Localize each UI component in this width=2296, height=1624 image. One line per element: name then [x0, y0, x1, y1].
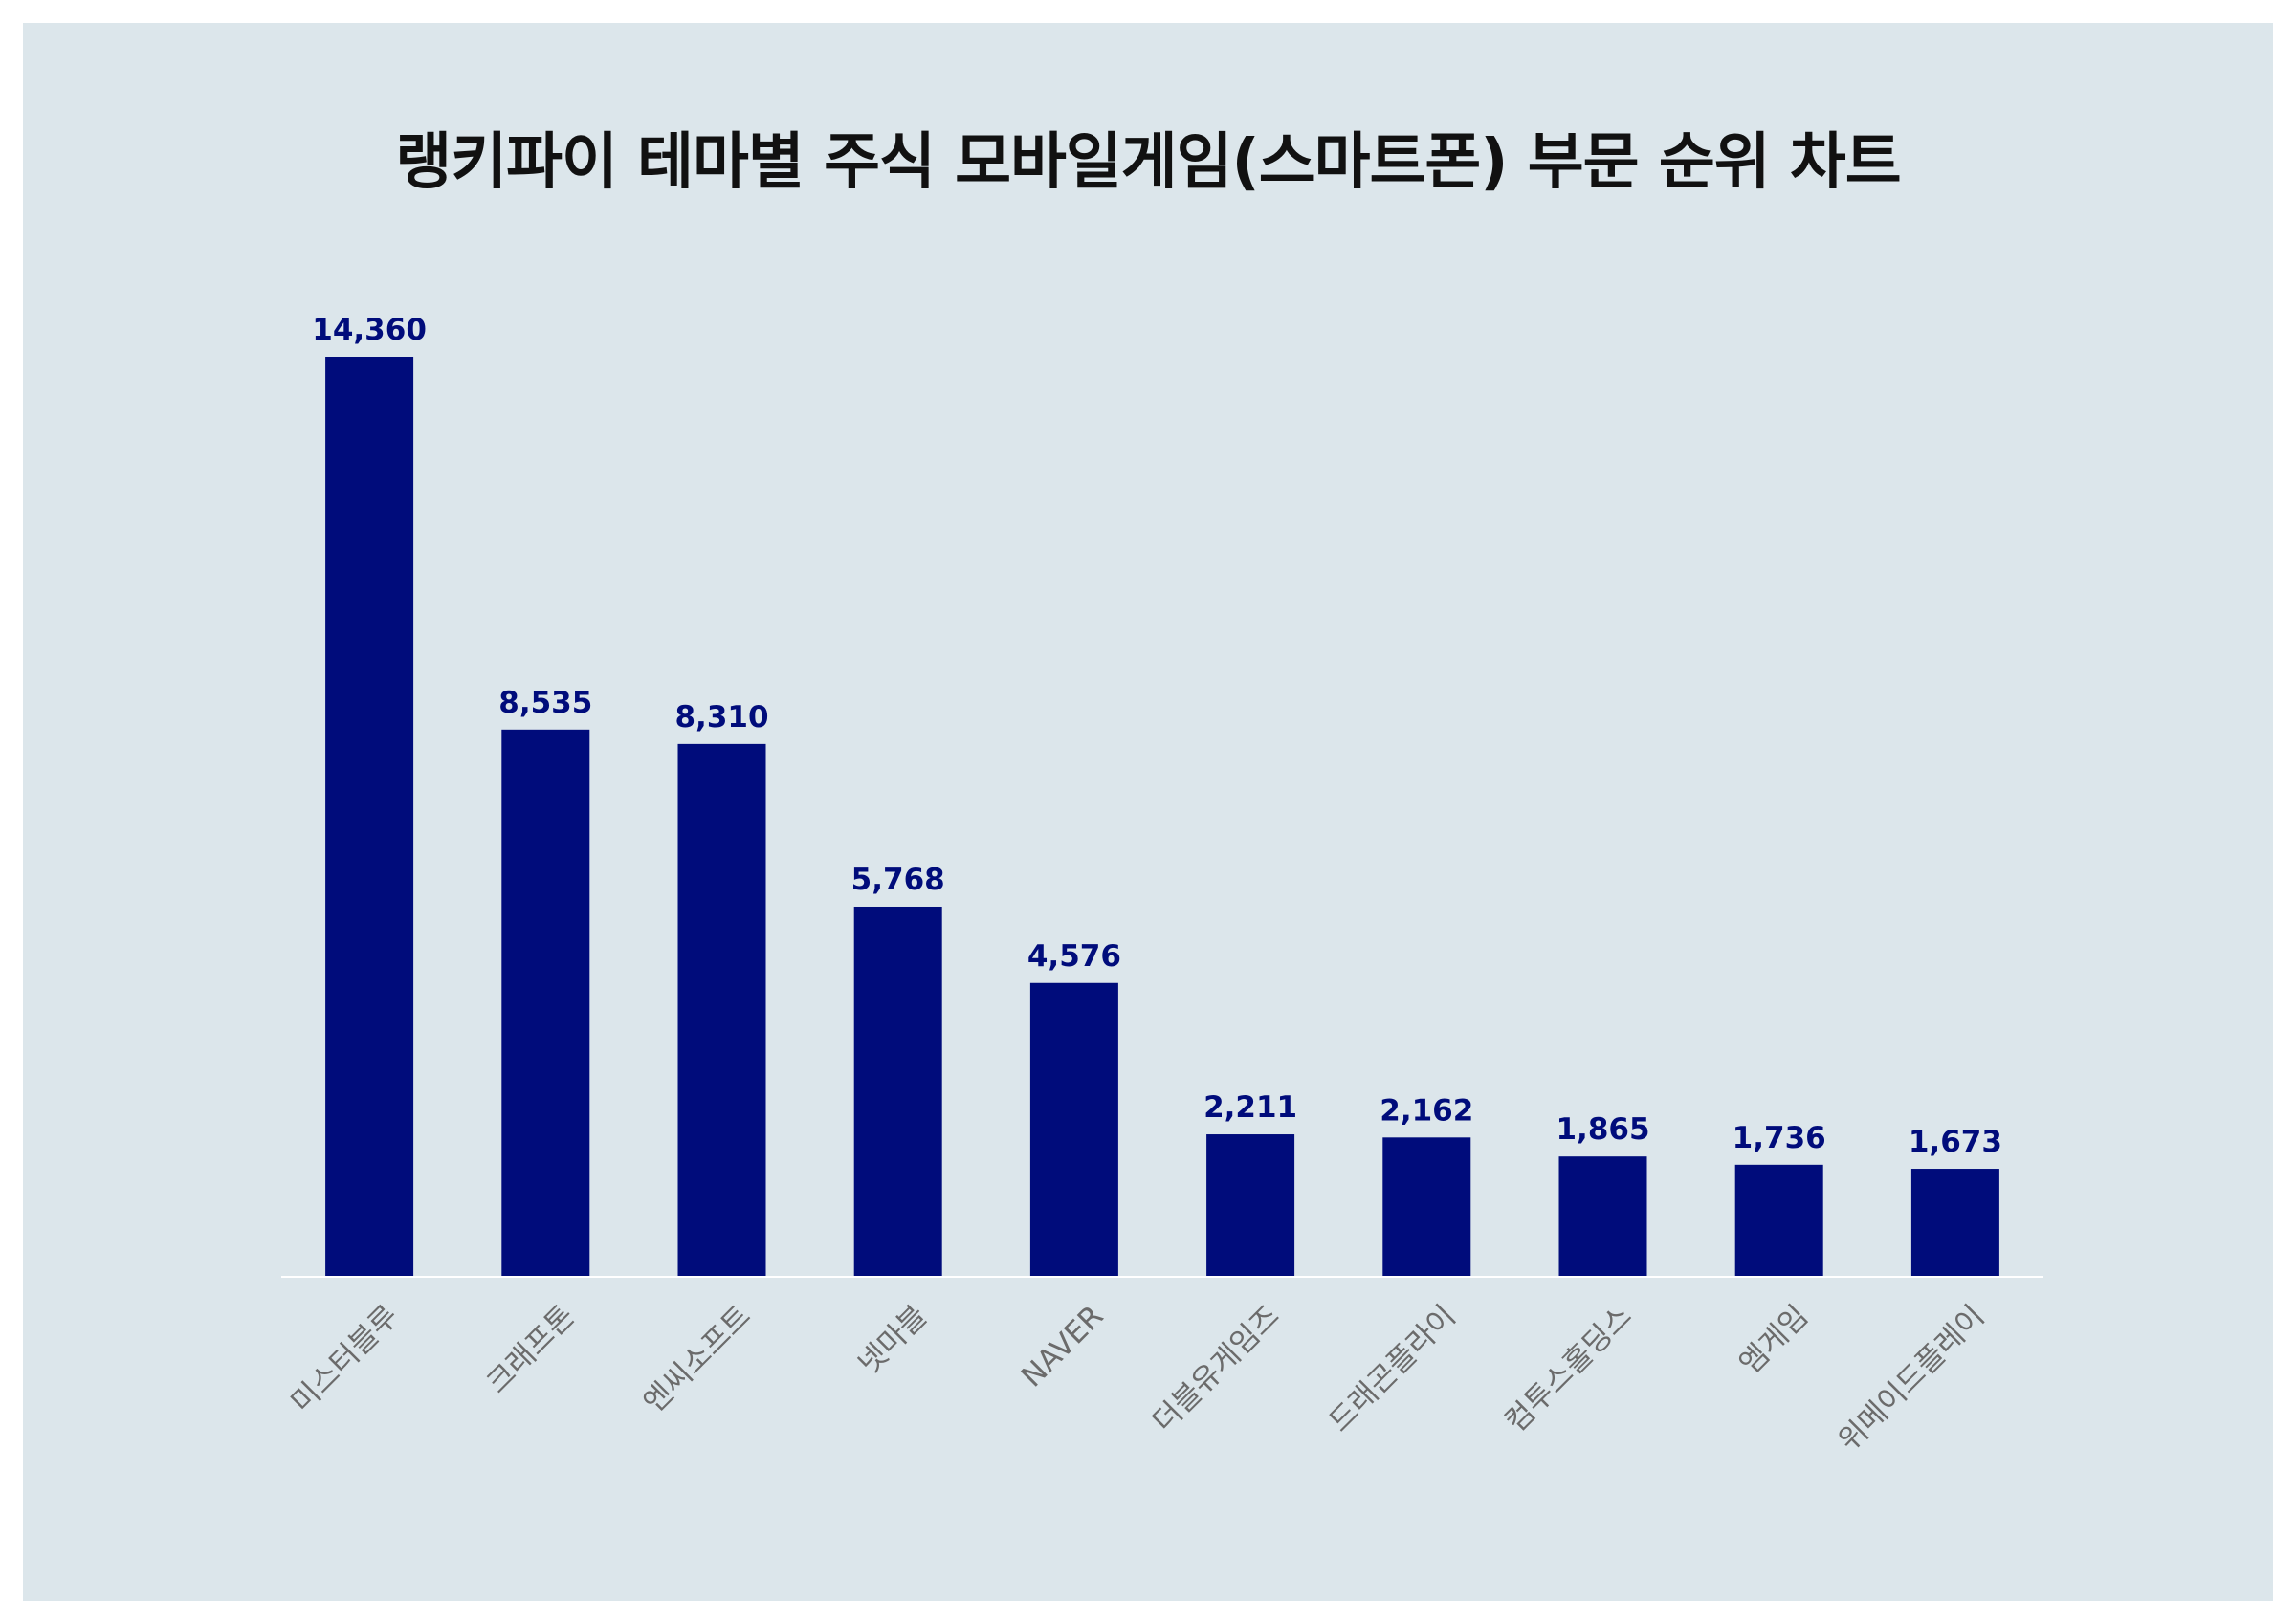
bar-value-label: 14,360	[312, 313, 427, 347]
x-tick-label: 크래프톤	[480, 1299, 582, 1400]
bar-value-label: 5,768	[851, 863, 945, 897]
bar-value-label: 2,211	[1203, 1090, 1297, 1125]
value-labels-layer: 14,360 8,535 8,310 5,768 4,576 2,211 2,162 1,86…	[312, 313, 2002, 1159]
bar-value-label: 8,535	[498, 686, 592, 720]
x-tick-label: 컴투스홀딩스	[1499, 1299, 1639, 1438]
bar-value-label: 2,162	[1380, 1093, 1473, 1128]
bars-layer	[325, 357, 1999, 1276]
bar-4	[853, 906, 942, 1276]
chart-title: 랭키파이 테마별 주식 모바일게임(스마트폰) 부문 순위 차트	[395, 127, 1901, 198]
bar-5	[1029, 982, 1118, 1276]
x-tick-label: 위메이드플레이	[1832, 1299, 1992, 1459]
bar-1	[325, 357, 414, 1276]
bar-value-label: 4,576	[1027, 939, 1121, 974]
bar-value-label: 1,673	[1909, 1125, 2002, 1159]
bar-8	[1558, 1156, 1647, 1276]
bar-10	[1910, 1169, 1999, 1276]
x-tick-label: 엠게임	[1733, 1299, 1815, 1381]
bar-value-label: 8,310	[674, 700, 768, 735]
bar-6	[1206, 1134, 1295, 1276]
bar-3	[677, 743, 766, 1276]
x-tick-label: 엔씨소프트	[637, 1299, 758, 1419]
x-tick-label: NAVER	[1015, 1299, 1111, 1394]
x-tick-label: 미스터블루	[284, 1299, 405, 1419]
bar-value-label: 1,865	[1556, 1112, 1649, 1147]
x-tick-labels-layer: 미스터블루 크래프톤 엔씨소프트 넷마블 NAVER 더블유게임즈 드래곤플라이 컴투스홀딩스…	[284, 1299, 1991, 1459]
bar-7	[1382, 1137, 1471, 1276]
bar-9	[1734, 1164, 1823, 1276]
x-tick-label: 더블유게임즈	[1146, 1299, 1286, 1438]
bar-2	[501, 729, 590, 1276]
x-tick-label: 넷마블	[851, 1299, 934, 1381]
bar-value-label: 1,736	[1733, 1121, 1826, 1155]
x-tick-label: 드래곤플라이	[1322, 1299, 1462, 1438]
